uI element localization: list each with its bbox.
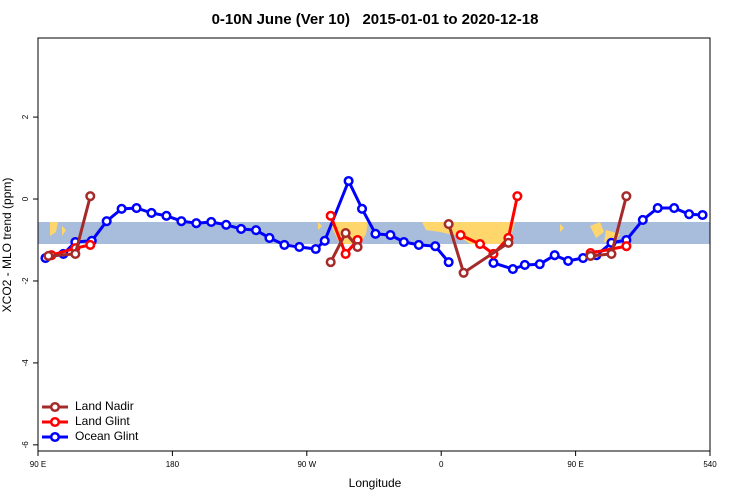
land	[590, 222, 604, 238]
data-point	[563, 255, 574, 266]
data-point	[101, 216, 112, 227]
data-point	[455, 230, 466, 241]
data-point	[503, 237, 514, 248]
x-tick-label: 180	[166, 460, 180, 469]
legend-label: Land Glint	[75, 414, 130, 428]
data-point	[398, 236, 409, 248]
data-point	[669, 202, 680, 214]
data-point	[488, 257, 499, 268]
data-point	[684, 209, 695, 220]
x-tick-label: 0	[439, 460, 444, 469]
legend-marker	[49, 416, 61, 428]
data-point	[621, 241, 632, 252]
legend-label: Ocean Glint	[75, 429, 139, 443]
data-point	[310, 243, 321, 255]
plot-frame	[37, 37, 711, 452]
data-point	[319, 235, 330, 246]
data-point	[191, 218, 202, 229]
data-point	[637, 214, 648, 225]
x-tick-label: 90 W	[297, 460, 316, 469]
legend-marker	[49, 431, 61, 443]
legend-marker	[49, 401, 61, 413]
x-tick-label: 90 E	[567, 460, 583, 469]
data-point	[443, 218, 454, 230]
data-point	[206, 216, 217, 228]
data-point	[85, 191, 96, 202]
data-point	[325, 210, 336, 221]
data-point	[146, 207, 157, 219]
data-point	[176, 216, 187, 227]
chart-title: 0-10N June (Ver 10) 2015-01-01 to 2020-1…	[212, 11, 539, 28]
land	[560, 224, 564, 232]
data-point	[352, 241, 363, 253]
data-point	[507, 264, 518, 275]
data-point	[294, 241, 305, 253]
data-point	[116, 203, 127, 214]
legend-label: Land Nadir	[75, 399, 134, 413]
x-axis-label: Longitude	[349, 476, 402, 490]
data-point	[519, 259, 530, 271]
data-point	[430, 241, 441, 252]
y-tick-label: -4	[21, 359, 30, 367]
x-tick-label: 540	[703, 460, 717, 469]
data-point	[385, 230, 396, 241]
x-tick-label: 90 E	[30, 460, 46, 469]
y-tick-label: 0	[21, 196, 30, 201]
data-point	[370, 228, 381, 239]
data-point	[70, 248, 81, 259]
data-point	[652, 202, 663, 214]
y-tick-label: -2	[21, 277, 30, 285]
land	[62, 226, 66, 236]
y-tick-label: 2	[21, 114, 30, 119]
data-point	[161, 210, 172, 221]
y-tick-label: -6	[21, 441, 30, 449]
data-point	[458, 267, 469, 278]
data-point	[585, 250, 596, 262]
data-point	[534, 259, 545, 270]
data-point	[621, 191, 632, 202]
data-point	[357, 203, 368, 214]
data-point	[512, 191, 523, 202]
data-point	[606, 248, 617, 259]
data-point	[250, 225, 262, 236]
data-point	[279, 239, 290, 250]
land	[50, 222, 58, 236]
data-point	[325, 257, 336, 268]
data-point	[236, 223, 247, 234]
data-point	[340, 227, 351, 239]
data-point	[43, 250, 54, 262]
data-point	[443, 257, 454, 268]
data-point	[85, 239, 96, 250]
data-point	[474, 239, 486, 250]
data-point	[264, 232, 275, 243]
data-point	[697, 209, 708, 221]
land	[318, 222, 322, 230]
data-point	[549, 250, 560, 261]
data-point	[343, 175, 354, 187]
data-point	[413, 239, 424, 250]
data-point	[340, 248, 351, 259]
y-axis-label: XCO2 - MLO trend (ppm)	[0, 178, 14, 313]
data-point	[221, 219, 232, 230]
data-point	[131, 202, 142, 214]
